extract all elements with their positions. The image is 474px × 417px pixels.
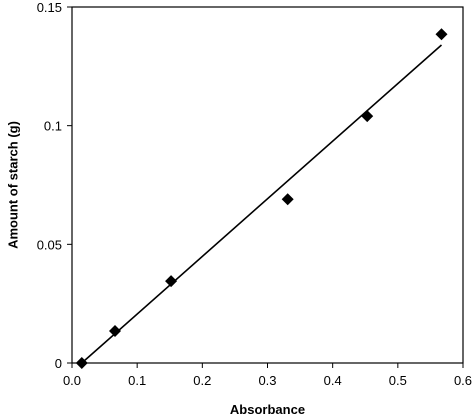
data-point (361, 110, 374, 123)
data-point (435, 28, 448, 41)
x-tick-label: 0.5 (389, 373, 407, 388)
data-point (281, 193, 294, 206)
x-tick-label: 0.3 (258, 373, 276, 388)
points-layer (75, 28, 448, 369)
trendline (81, 44, 443, 364)
trendline-layer (81, 44, 443, 364)
data-point (109, 324, 122, 337)
data-point (75, 357, 88, 369)
x-tick-label: 0.4 (324, 373, 342, 388)
x-tick-label: 0.0 (63, 373, 81, 388)
x-tick-label: 0.2 (193, 373, 211, 388)
y-tick-label: 0.1 (44, 119, 62, 134)
data-point (165, 275, 178, 288)
ticks-layer: 0.0 0.1 0.2 0.3 0.4 0.5 0.6 0 0.05 0.1 0.15 (37, 0, 472, 388)
axes-layer (71, 6, 464, 364)
y-axis-title: Amount of starch (g) (5, 121, 20, 249)
y-tick-label: 0.15 (37, 0, 62, 15)
y-tick-label: 0 (55, 356, 62, 371)
x-tick-label: 0.1 (128, 373, 146, 388)
x-tick-label: 0.6 (454, 373, 472, 388)
plot-frame (71, 6, 464, 364)
x-axis-title: Absorbance (230, 402, 305, 417)
y-tick-label: 0.05 (37, 237, 62, 252)
